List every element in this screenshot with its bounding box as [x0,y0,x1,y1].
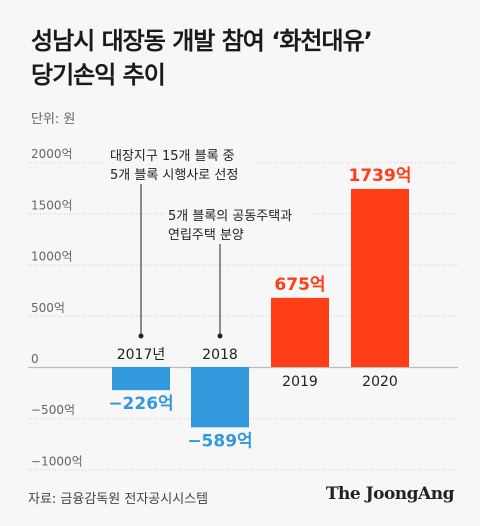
y-tick-label: −500억 [31,403,75,417]
x-category-label: 2017년 [117,347,166,363]
annotation-text: 5개 블록의 공동주택과 [168,209,292,224]
bar-2019 [271,297,329,367]
annotation-box [164,204,312,244]
x-category-label: 2018 [202,347,238,363]
data-label: 675억 [274,275,325,295]
chart-title: 성남시 대장동 개발 참여 ‘화천대유’ 당기손익 추이 [31,24,461,92]
publisher-logo: The JoongAng [325,484,455,504]
source-text: 자료: 금융감독원 전자공시시스템 [28,492,209,507]
y-tick-label: 1000억 [31,250,73,264]
y-tick-label: 500억 [31,301,65,315]
annotation-text: 대장지구 15개 블록 중 [110,149,235,164]
annotation-text: 연립주택 분양 [168,228,244,243]
bar-2017년 [112,367,170,391]
data-label: −226억 [108,394,173,414]
annotation-dot [138,333,144,339]
annotation-text: 5개 블록 시행사로 선정 [110,167,238,183]
y-tick-label: 2000억 [31,147,73,161]
y-tick-label: −1000억 [31,454,83,468]
unit-label: 단위: 원 [31,112,76,127]
bar-2020 [351,188,409,367]
data-label: −589억 [187,431,252,451]
annotation-box [106,144,254,184]
title-line-1: 성남시 대장동 개발 참여 ‘화천대유’ [31,27,373,55]
y-tick-label: 1500억 [31,198,73,212]
x-category-label: 2019 [282,374,318,390]
y-tick-label: 0 [31,352,39,366]
x-category-label: 2020 [362,374,398,390]
data-label: 1739억 [349,166,412,186]
bar-2018 [191,367,249,428]
annotation-dot [217,333,223,339]
title-line-2: 당기손익 추이 [31,61,166,89]
